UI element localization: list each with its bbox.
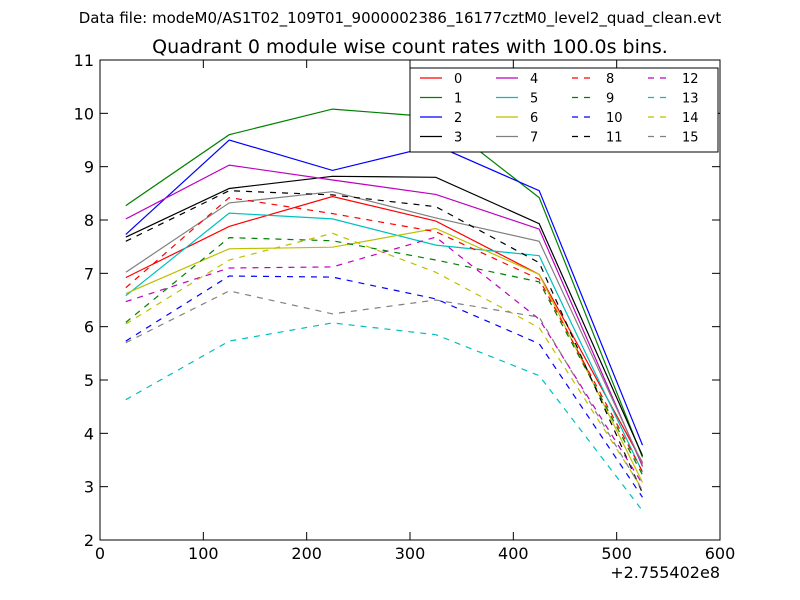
x-offset-label: +2.755402e8 [610, 563, 720, 582]
series-line-6 [125, 227, 644, 483]
x-tick-label: 200 [291, 544, 322, 563]
y-tick-label: 3 [84, 478, 94, 497]
series-line-5 [125, 212, 644, 473]
series-line-13 [125, 322, 643, 512]
y-tick-label: 2 [84, 531, 94, 550]
legend-label-6: 6 [530, 111, 538, 126]
y-tick-label: 10 [74, 104, 94, 123]
legend-label-12: 12 [682, 72, 699, 87]
series-line-10 [125, 275, 643, 498]
series-line-8 [125, 196, 644, 472]
legend-label-14: 14 [682, 111, 699, 126]
legend-label-2: 2 [454, 111, 462, 126]
legend-label-9: 9 [606, 92, 614, 107]
legend-label-4: 4 [530, 72, 538, 87]
legend-label-7: 7 [530, 131, 538, 146]
series-line-0 [125, 195, 644, 463]
series-line-15 [125, 290, 644, 491]
legend-label-13: 13 [682, 92, 699, 107]
series-line-14 [125, 232, 644, 490]
series-layer [125, 108, 644, 512]
y-tick-label: 6 [84, 318, 94, 337]
x-tick-label: 300 [395, 544, 426, 563]
legend-label-1: 1 [454, 92, 462, 107]
x-tick-label: 500 [601, 544, 632, 563]
series-line-9 [125, 236, 644, 476]
y-tick-label: 11 [74, 51, 94, 70]
legend-label-5: 5 [530, 92, 538, 107]
x-tick-label: 600 [705, 544, 736, 563]
legend-label-11: 11 [606, 131, 623, 146]
y-tick-label: 7 [84, 264, 94, 283]
x-tick-label: 100 [188, 544, 219, 563]
chart-title: Quadrant 0 module wise count rates with … [152, 36, 668, 58]
data-file-suptitle: Data file: modeM0/AS1T02_109T01_90000023… [78, 9, 722, 27]
y-tick-label: 8 [84, 211, 94, 230]
series-line-12 [125, 236, 644, 485]
series-line-7 [125, 191, 644, 465]
series-line-1 [125, 108, 644, 458]
x-tick-label: 0 [95, 544, 105, 563]
legend-label-10: 10 [606, 111, 623, 126]
legend-label-15: 15 [682, 131, 699, 146]
series-line-4 [125, 164, 644, 467]
x-tick-label: 400 [498, 544, 529, 563]
legend-label-3: 3 [454, 131, 462, 146]
y-tick-label: 9 [84, 158, 94, 177]
series-line-2 [125, 139, 644, 446]
series-line-11 [125, 190, 644, 494]
series-line-3 [125, 175, 644, 456]
y-tick-label: 4 [84, 424, 94, 443]
legend-label-8: 8 [606, 72, 614, 87]
legend-label-0: 0 [454, 72, 462, 87]
y-tick-label: 5 [84, 371, 94, 390]
legend-box [409, 67, 719, 153]
